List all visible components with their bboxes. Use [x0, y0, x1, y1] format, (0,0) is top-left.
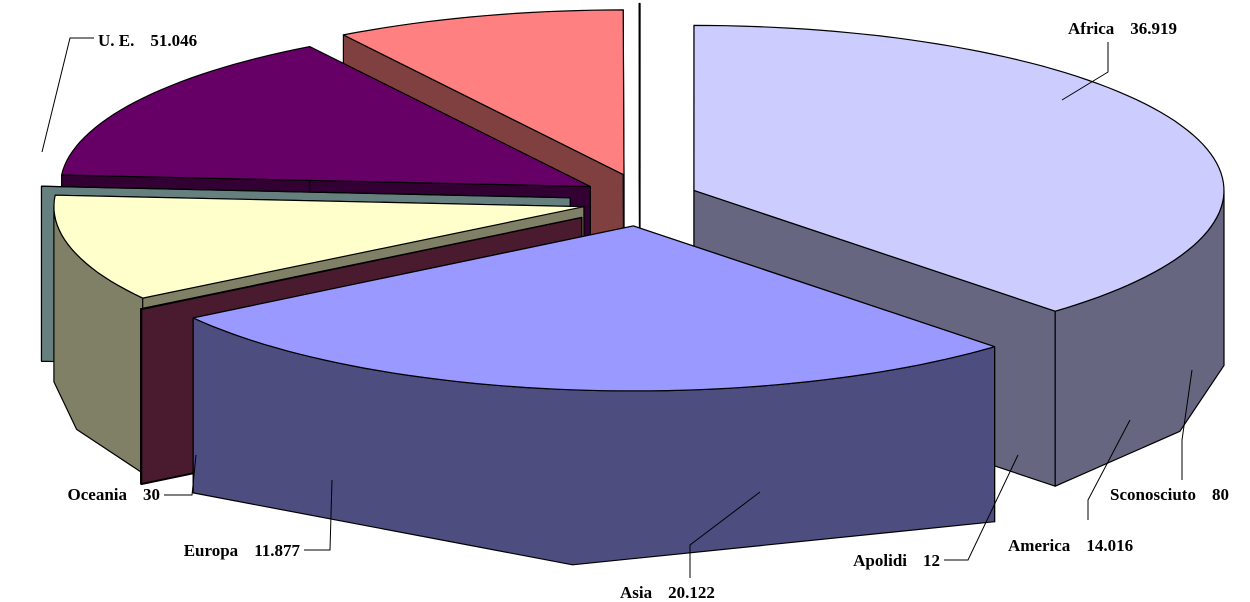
leader-line [1181, 369, 1193, 480]
leader-line [41, 37, 94, 153]
leader-line [1061, 42, 1109, 101]
slice-label: Apolidi 12 [853, 551, 940, 570]
slice-label-value: 30 [143, 485, 160, 504]
slice-label: Oceania 30 [68, 485, 161, 504]
pie-slices [40, 2, 1225, 566]
slice-label-value: 51.046 [150, 31, 197, 50]
slice-top-face [40, 185, 571, 199]
slice-top-face [53, 194, 585, 299]
slice-label: Sconosciuto 80 [1110, 485, 1229, 504]
slice-africa [192, 225, 996, 566]
slice-top-face [192, 225, 996, 392]
slice-label-value: 80 [1212, 485, 1229, 504]
leader-line [304, 479, 333, 551]
slice-label: U. E. 51.046 [98, 31, 197, 50]
slice-label-value: 12 [923, 551, 940, 570]
slice-label-name: Oceania [68, 485, 128, 504]
slice-top-face [342, 9, 625, 176]
leader-line [944, 454, 1019, 561]
slice-label-name: Europa [184, 541, 239, 560]
leader-line [689, 491, 761, 578]
slice-top-face [638, 2, 641, 170]
slice-label-value: 36.919 [1130, 19, 1177, 38]
slice-label-name: Asia [620, 583, 653, 602]
slice-top-face [61, 46, 591, 188]
slice-label-name: Sconosciuto [1110, 485, 1196, 504]
leader-line [164, 454, 197, 496]
slice-label-value: 11.877 [254, 541, 300, 560]
slice-outer-wall [140, 308, 143, 485]
slice-labels: U. E. 51.046 Africa 36.919 Sconosciuto 80 Amer… [68, 19, 1229, 602]
slice-label-name: Africa [1068, 19, 1115, 38]
slice-top-face [693, 24, 1225, 312]
slice-label: Asia 20.122 [620, 583, 715, 602]
slice-label-value: 14.016 [1086, 536, 1133, 555]
slice-label: Africa 36.919 [1068, 19, 1177, 38]
slice-label-name: America [1008, 536, 1071, 555]
slice-label: Europa 11.877 [184, 541, 301, 560]
leader-lines [41, 37, 1193, 578]
slice-label-name: Apolidi [853, 551, 907, 570]
slice-label-name: U. E. [98, 31, 134, 50]
slice-label: America 14.016 [1008, 536, 1133, 555]
leader-line [1087, 419, 1131, 520]
slice-label-value: 20.122 [668, 583, 715, 602]
slice-top-face [140, 216, 583, 310]
